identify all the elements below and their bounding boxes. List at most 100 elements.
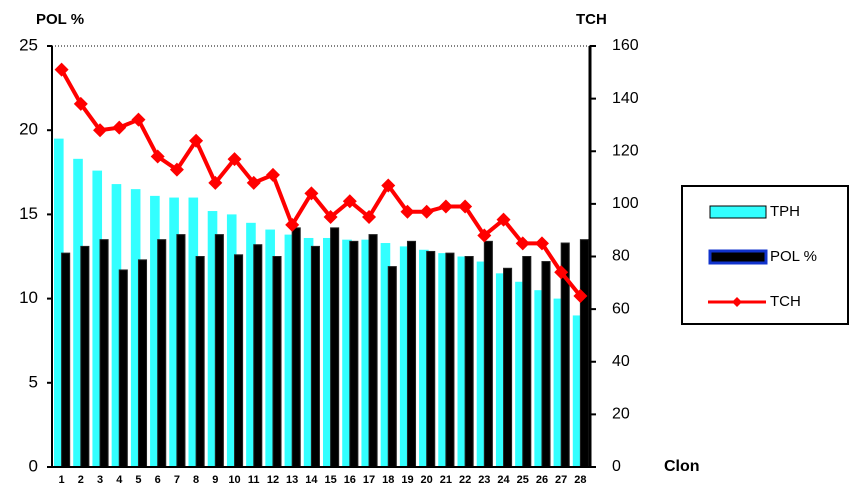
bar [99,239,109,468]
y2-tick-label: 60 [612,300,630,317]
bar [361,239,372,467]
x-tick-label: 13 [286,474,298,486]
bar [495,273,506,467]
x-tick-label: 11 [248,474,260,486]
x-tick-label: 5 [135,474,141,486]
x-tick-label: 16 [344,474,356,486]
x-tick-label: 15 [324,474,336,486]
bar [234,254,244,468]
bar [61,252,71,468]
bar [476,261,487,467]
line-marker [246,175,261,190]
bar [406,240,417,468]
bar [399,246,410,467]
bar [541,261,551,468]
bar [464,256,474,468]
bar [330,227,340,468]
y-axis-label: POL % [36,11,84,28]
bar [130,189,141,467]
bar [445,252,455,468]
bar [553,298,564,467]
line-marker [362,210,377,225]
x-tick-label: 23 [478,474,490,486]
x-tick-label: 18 [382,474,394,486]
line-marker [131,112,146,127]
bar [349,240,359,468]
line-marker [573,288,588,303]
x-tick-label: 7 [174,474,180,486]
line-marker [54,62,69,77]
bar [426,250,436,468]
line-marker [342,194,357,209]
bar [483,240,493,468]
bar [457,256,468,467]
bar [176,234,186,468]
line-marker [438,199,453,214]
bar [284,234,295,467]
bar [73,158,83,467]
bar [303,237,314,467]
x-tick-label: 17 [363,474,375,486]
bar [195,256,205,468]
x-tick-label: 8 [193,474,199,486]
bar [323,237,333,467]
x-tick-label: 22 [459,474,471,486]
bar [579,239,589,468]
line-marker [477,228,492,243]
bar [522,256,532,468]
bar [137,259,148,468]
x-tick-label: 19 [401,474,413,486]
bar [291,227,301,468]
legend-label: TCH [770,293,801,310]
bar [534,290,544,467]
line-marker [304,186,319,201]
bar [310,245,320,468]
bar [253,244,263,468]
bar [118,269,128,468]
x-tick-label: 26 [536,474,548,486]
line-marker [534,236,549,251]
bar [572,315,583,467]
line-marker [112,120,127,135]
y2-tick-label: 160 [612,37,639,54]
bar [54,138,64,467]
line-marker [189,133,204,148]
legend-label: TPH [770,203,800,220]
x-tick-label: 24 [497,474,510,486]
x-tick-label: 14 [305,474,318,486]
y-tick-label: 5 [29,372,38,391]
bar [515,281,525,467]
x-tick-label: 27 [555,474,567,486]
legend-label: POL % [770,248,817,265]
line-marker [285,217,300,232]
x-tick-label: 10 [228,474,240,486]
x-tick-label: 2 [78,474,84,486]
bar [150,195,160,467]
line-marker [208,175,223,190]
line-marker [400,204,415,219]
line-marker [150,149,165,164]
line-marker [419,204,434,219]
bar [214,234,224,468]
y2-tick-label: 120 [612,142,639,159]
y2-tick-label: 80 [612,248,630,265]
bar [387,266,397,468]
bar [438,253,448,467]
line-marker [323,210,338,225]
line-marker [265,167,280,182]
x-tick-label: 3 [97,474,103,486]
bar [92,170,103,467]
line-marker [496,212,511,227]
y-tick-label: 0 [29,456,38,475]
x-tick-label: 25 [517,474,529,486]
bar [503,267,513,468]
bar [80,245,90,468]
bar [188,197,199,467]
bar [419,249,429,467]
line-marker [554,265,569,280]
bar [169,197,179,467]
bar [226,214,237,467]
y2-tick-label: 140 [612,90,639,107]
